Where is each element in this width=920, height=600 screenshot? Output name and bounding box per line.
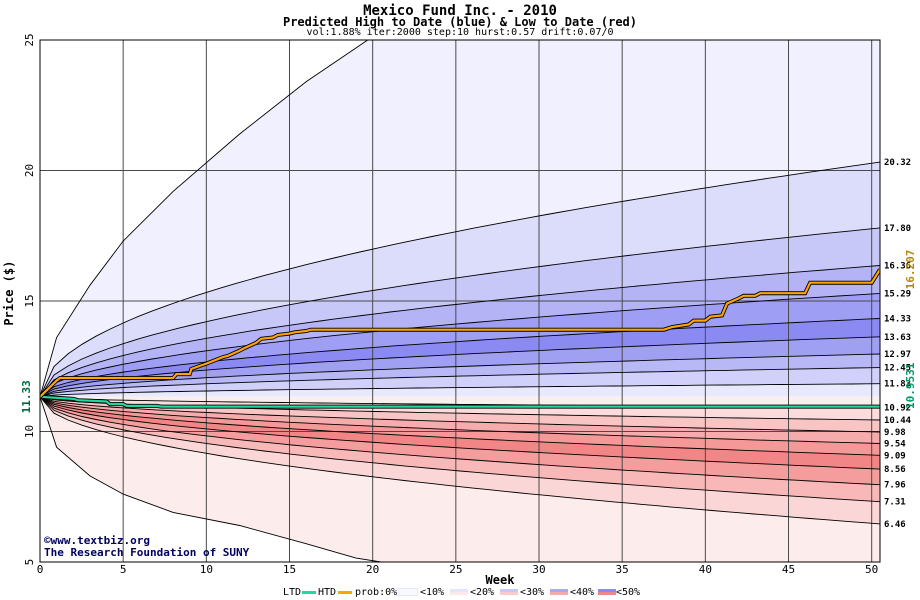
x-tick-label: 0 (37, 563, 44, 576)
outer-high-line (40, 40, 368, 397)
credit-website: ©www.textbiz.org (44, 534, 150, 547)
band-boundary-line (40, 396, 880, 525)
legend-20-label: <20% (470, 587, 495, 598)
band-boundary-line (40, 396, 880, 433)
band-boundary-line (40, 227, 880, 398)
band-value-label: 10.44 (884, 416, 912, 426)
x-axis-label: Week (486, 573, 516, 587)
low-band-region (40, 396, 880, 524)
legend-htd-swatch (338, 590, 352, 594)
band-value-label: 9.98 (884, 428, 906, 438)
band-value-label: 9.09 (884, 451, 906, 461)
high-band-region (40, 265, 880, 397)
high-band-region (40, 383, 880, 397)
htd-line (40, 268, 880, 398)
legend-htd-label: HTD (318, 587, 337, 598)
low-band-region (40, 396, 880, 562)
band-boundary-line (40, 265, 880, 398)
band-boundary-line (40, 396, 880, 444)
credit-organization: The Research Foundation of SUNY (44, 546, 250, 559)
y-tick-label: 25 (23, 33, 36, 46)
y-tick-label: 15 (23, 294, 36, 307)
band-boundary-line (40, 318, 880, 398)
x-tick-label: 20 (366, 563, 379, 576)
high-band-region (40, 336, 880, 397)
legend-10-label: <10% (420, 587, 445, 598)
band-value-label: 20.32 (884, 158, 911, 168)
x-tick-label: 50 (865, 563, 878, 576)
legend-swatch-30 (550, 589, 568, 595)
band-value-label: 13.63 (884, 333, 911, 343)
legend-prob-label: prob:0% (355, 587, 398, 598)
start-price-label: 11.33 (20, 380, 33, 413)
x-tick-label: 15 (283, 563, 296, 576)
band-value-label: 6.46 (884, 520, 906, 530)
chart-title: Mexico Fund Inc. - 2010 (363, 3, 557, 19)
band-boundary-line (40, 396, 880, 456)
legend-50-label: <50% (616, 587, 641, 598)
y-tick-label: 5 (23, 559, 36, 566)
y-tick-label: 20 (23, 164, 36, 177)
low-band-region (40, 396, 880, 470)
band-boundary-line (40, 396, 880, 486)
band-value-label: 10.92 (884, 403, 911, 413)
ltd-line (40, 395, 880, 408)
legend-ltd-label: LTD (283, 587, 302, 598)
band-value-label: 12.45 (884, 364, 911, 374)
y-tick-label: 10 (23, 425, 36, 438)
low-band-region (40, 396, 880, 432)
band-boundary-line (40, 396, 880, 503)
legend-swatch-10 (450, 589, 468, 595)
low-band-region (40, 396, 880, 502)
final-high-label: 16.207 (904, 250, 917, 290)
chart-subtitle: Predicted High to Date (blue) & Low to D… (282, 15, 637, 29)
band-boundary-line (40, 353, 880, 398)
legend-ltd-swatch (302, 590, 316, 594)
band-value-label: 16.36 (884, 262, 911, 272)
band-boundary-line (40, 383, 880, 398)
band-value-label: 11.83 (884, 380, 911, 390)
band-value-label: 8.56 (884, 465, 906, 475)
legend-30-label: <30% (520, 587, 545, 598)
band-boundary-line (40, 292, 880, 398)
plot-frame (39, 39, 881, 563)
band-value-label: 17.80 (884, 224, 911, 234)
x-tick-label: 40 (699, 563, 712, 576)
legend-swatch-0 (398, 588, 418, 596)
band-value-label: 14.33 (884, 314, 911, 324)
low-band-region (40, 396, 880, 456)
final-low-label: 10.9531 (904, 362, 917, 409)
band-value-label: 15.29 (884, 289, 911, 299)
legend-40-label: <40% (570, 587, 595, 598)
x-tick-label: 45 (782, 563, 795, 576)
x-tick-label: 10 (200, 563, 213, 576)
high-band-region (40, 354, 880, 397)
band-boundary-line (40, 396, 880, 470)
legend-swatch-20 (500, 589, 518, 595)
band-value-label: 12.97 (884, 350, 911, 360)
high-band-region (40, 318, 880, 397)
band-boundary-line (40, 161, 880, 397)
high-band-region (40, 162, 880, 397)
x-tick-label: 25 (449, 563, 462, 576)
high-band-region (40, 293, 880, 397)
band-value-label: 7.96 (884, 481, 906, 491)
outer-low-line (40, 396, 382, 562)
x-tick-label: 35 (616, 563, 629, 576)
legend-swatch-40 (598, 589, 616, 595)
high-band-region (40, 227, 880, 397)
band-value-label: 7.31 (884, 498, 906, 508)
x-tick-label: 5 (120, 563, 127, 576)
high-band-region (40, 40, 880, 397)
band-boundary-line (40, 367, 880, 398)
x-tick-label: 30 (532, 563, 545, 576)
y-axis-label: Price ($) (2, 261, 16, 326)
band-value-label: 9.54 (884, 440, 906, 450)
high-band-region (40, 367, 880, 397)
chart-params: vol:1.88% iter:2000 step:10 hurst:0.57 d… (306, 27, 614, 38)
low-band-region (40, 396, 880, 485)
